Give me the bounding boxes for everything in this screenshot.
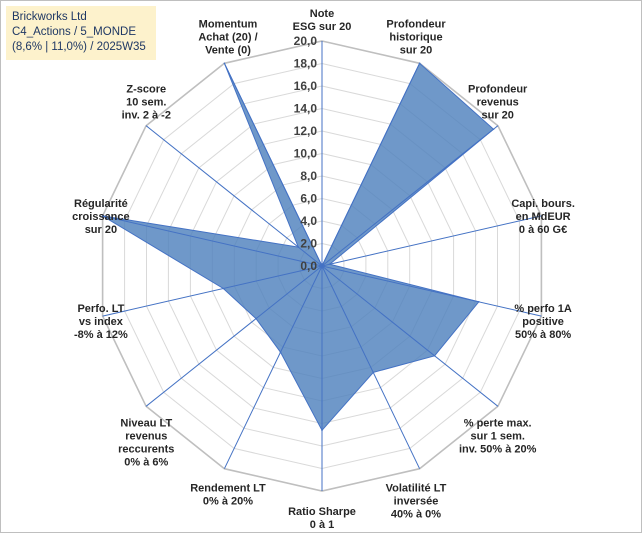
axis-label: Rendement LT 0% à 20%	[190, 483, 266, 508]
data-point	[478, 301, 480, 303]
axis-spoke	[321, 125, 499, 267]
data-point	[321, 265, 323, 267]
tick-label: 6,0	[300, 192, 317, 206]
data-point	[433, 355, 436, 357]
data-point	[279, 351, 282, 354]
data-point	[222, 287, 225, 290]
chart-title-box: Brickworks Ltd C4_Actions / 5_MONDE (8,6…	[6, 6, 156, 60]
axis-spoke	[223, 63, 323, 267]
axis-label: Régularité croissance sur 20	[72, 198, 129, 236]
data-point	[328, 263, 331, 266]
data-point	[101, 215, 104, 217]
axis-spoke	[102, 215, 323, 267]
data-point	[372, 371, 375, 374]
period-label: (8,6% | 11,0%) / 2025W35	[12, 41, 146, 53]
axis-label: % perte max. sur 1 sem. inv. 50% à 20%	[459, 418, 537, 456]
axis-label: Z-score 10 sem. inv. 2 à -2	[122, 84, 171, 122]
axis-label: Profondeur revenus sur 20	[468, 84, 528, 122]
axis-spoke	[223, 265, 323, 469]
axis-label: Perfo. LT vs index -8% à 12%	[74, 303, 128, 341]
data-point	[418, 62, 421, 65]
axis-spoke	[321, 265, 421, 469]
data-point	[321, 429, 323, 432]
axis-spoke	[321, 215, 542, 267]
axis-spoke	[145, 265, 323, 407]
axis-label: Momentum Achat (20) / Vente (0)	[198, 18, 257, 56]
tick-label: 4,0	[300, 214, 317, 228]
tick-label: 2,0	[300, 237, 317, 251]
data-point	[223, 62, 226, 65]
category-label: C4_Actions / 5_MONDE	[12, 26, 136, 38]
company-name: Brickworks Ltd	[12, 11, 87, 23]
tick-label: 14,0	[294, 102, 318, 116]
axis-label: Profondeur historique sur 20	[386, 18, 446, 56]
data-point	[492, 128, 495, 130]
axis-label: Niveau LT revenus reccurents 0% à 6%	[118, 418, 174, 469]
tick-label: 20,0	[294, 34, 318, 48]
axis-label: Note ESG sur 20	[293, 8, 352, 33]
axis-spoke	[102, 265, 323, 317]
tick-label: 8,0	[300, 169, 317, 183]
axis-spoke	[321, 63, 421, 267]
axis-spoke	[145, 125, 323, 267]
tick-label: 16,0	[294, 79, 318, 93]
axis-label: % perfo 1A positive 50% à 80%	[514, 303, 572, 341]
axis-label: Capi. bours. en MdEUR 0 à 60 G€	[511, 198, 575, 236]
tick-label: 12,0	[294, 124, 318, 138]
data-point	[255, 317, 257, 320]
tick-label: 0,0	[300, 259, 317, 273]
axis-spoke	[321, 265, 542, 317]
axis-label: Ratio Sharpe 0 à 1	[288, 506, 356, 531]
axis-label: Volatilité LT inversée 40% à 0%	[386, 483, 447, 521]
axis-spoke	[321, 265, 499, 407]
data-point	[297, 246, 300, 248]
tick-label: 10,0	[294, 147, 318, 161]
tick-label: 18,0	[294, 57, 318, 71]
